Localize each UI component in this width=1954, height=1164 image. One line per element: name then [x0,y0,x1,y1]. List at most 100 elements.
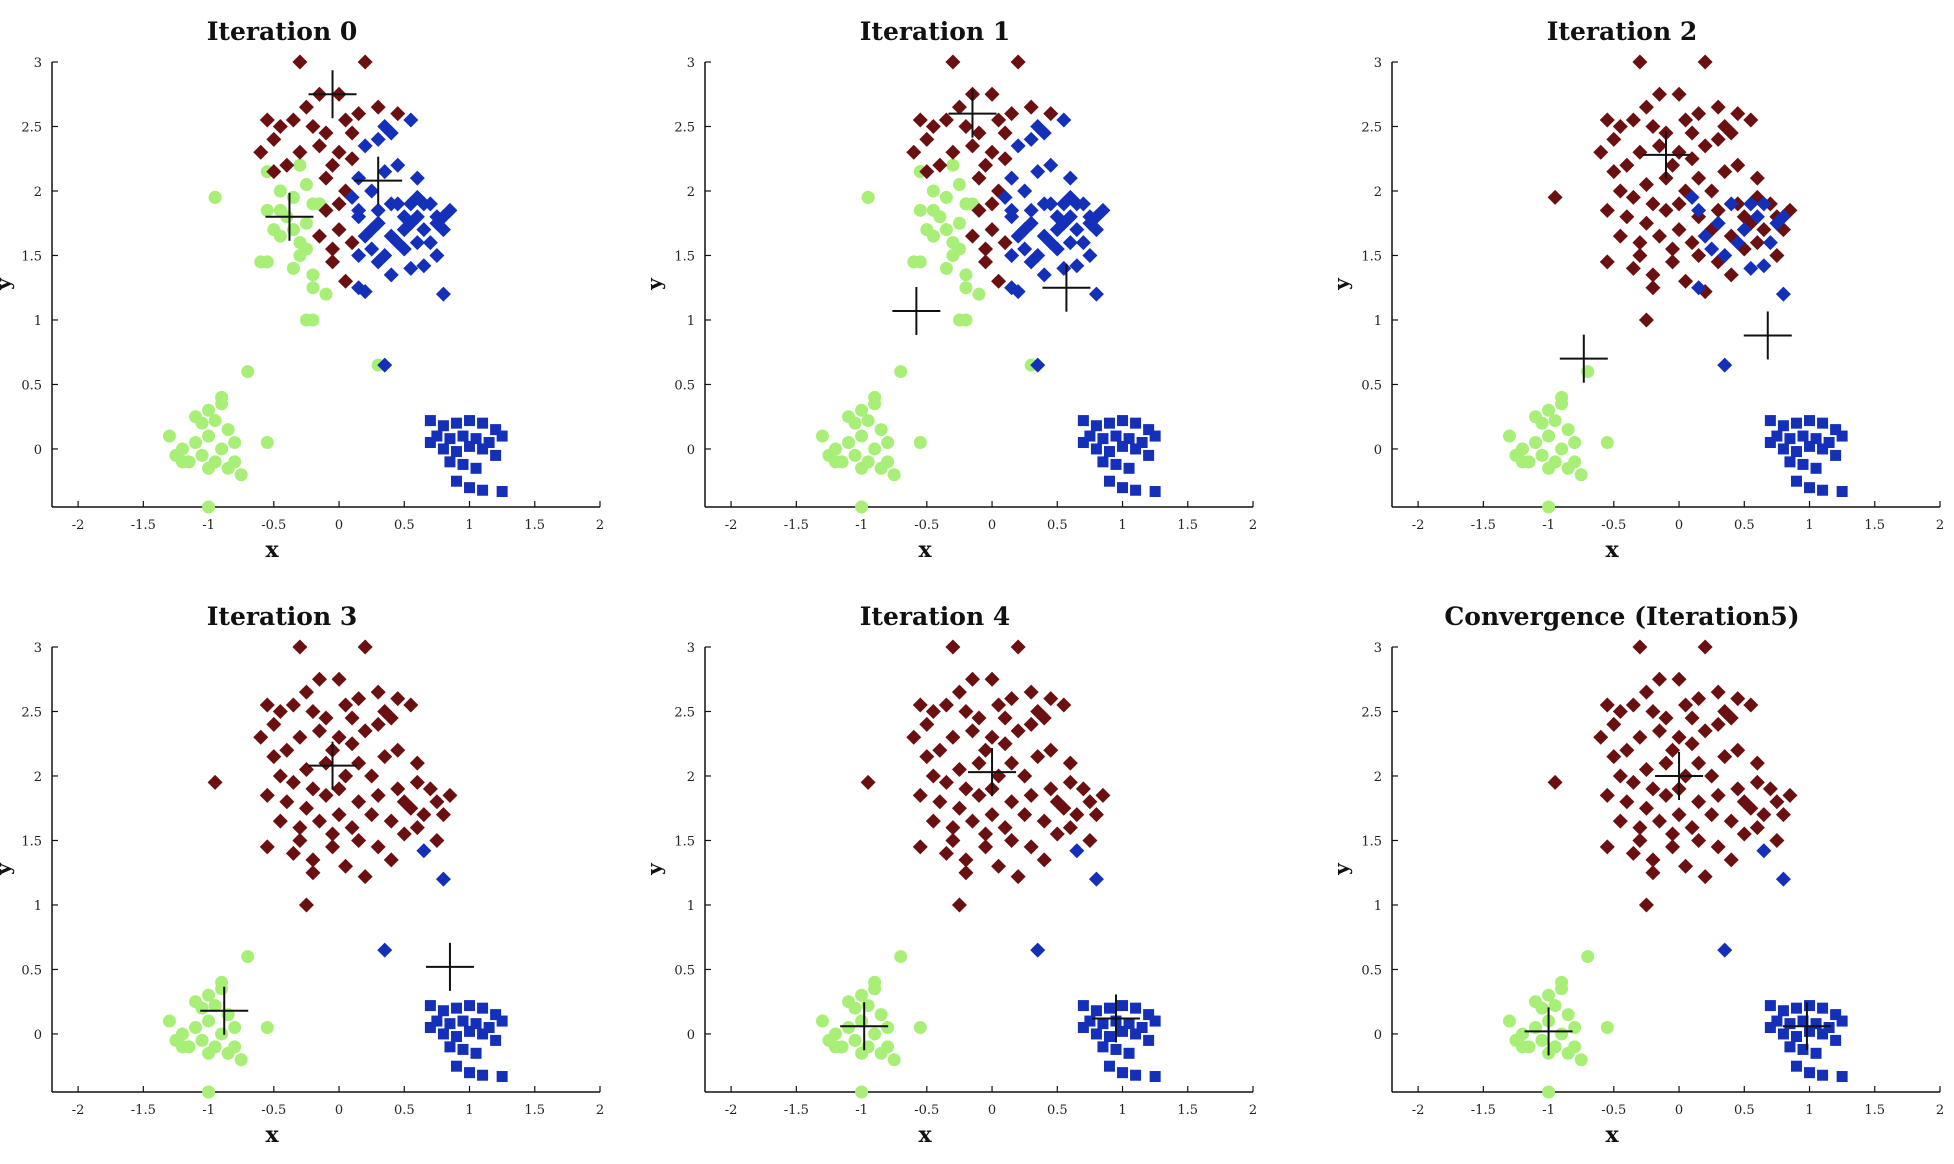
data-point [1762,235,1778,251]
data-point [1043,781,1059,797]
data-point [1749,170,1765,186]
data-point [984,86,1000,102]
data-point [1830,449,1842,461]
data-point [1645,267,1661,283]
data-point [1542,429,1556,443]
data-point [1010,284,1026,300]
data-point [1600,436,1614,450]
data-point [1684,125,1700,141]
x-tick-label: 0.5 [1047,518,1068,533]
data-point [396,826,412,842]
data-point [997,125,1013,141]
data-point [1645,703,1661,719]
data-point [1606,749,1622,765]
data-point [925,118,941,134]
data-point [215,975,229,989]
data-point [1535,1033,1549,1047]
data-point [1730,742,1746,758]
data-point [1632,820,1648,836]
data-point [208,414,222,428]
data-point [189,1021,203,1035]
data-point [338,273,354,289]
data-point [1658,787,1674,803]
data-point [1502,429,1516,443]
data-point [1117,482,1129,494]
data-point [331,807,347,823]
data-point [971,125,987,141]
data-point [1143,1034,1155,1046]
data-point [1010,228,1026,244]
data-point [409,755,425,771]
data-point [293,158,307,172]
data-point [1136,437,1148,449]
data-point [964,813,980,829]
data-point [1782,787,1798,803]
data-point [260,436,274,450]
data-point [311,671,327,687]
data-point [1117,1025,1129,1037]
data-point [1612,228,1628,244]
data-point [311,813,327,829]
data-point [457,430,469,442]
data-point [887,468,901,482]
data-point [1797,1043,1809,1055]
x-axis-label: x [918,1122,932,1148]
data-point [912,839,928,855]
data-point [1717,749,1733,765]
data-point [403,196,419,212]
data-point [1036,196,1052,212]
data-point [1769,832,1785,848]
y-tick-label: 0.5 [21,963,42,978]
data-point [306,281,320,295]
data-point [1004,691,1020,707]
data-point [1599,839,1615,855]
data-point [195,1033,209,1047]
data-point [215,442,229,456]
panels-group: Iteration 0 -2 -1.5 -1 -0.5 0 0.5 1 1.5 2 0 0.5 1 1.5… [0,17,1944,1148]
data-point [926,229,940,243]
data-point [344,235,360,251]
data-point [364,768,380,784]
data-point [1638,99,1654,115]
data-point [1149,1015,1161,1027]
data-point [1804,440,1816,452]
data-point [1697,228,1713,244]
y-tick-label: 0.5 [1361,963,1382,978]
data-point [357,639,373,655]
data-point [357,723,373,739]
data-point [1704,807,1720,823]
x-tick-label: -0.5 [1601,1103,1626,1118]
data-point [285,697,301,713]
data-point [1678,112,1694,128]
data-point [483,437,495,449]
data-point [490,449,502,461]
data-point [331,781,347,797]
data-point [1103,1060,1115,1072]
data-point [971,202,987,218]
data-point [1103,475,1115,487]
data-point [390,106,406,122]
data-point [997,710,1013,726]
data-point [1769,794,1785,810]
data-point [331,729,347,745]
data-point [946,158,960,172]
data-point [457,1043,469,1055]
data-point [435,286,451,302]
data-point [357,869,373,885]
data-point [1784,1018,1796,1030]
data-point [259,787,275,803]
data-point [1077,1022,1089,1034]
data-point [1651,228,1667,244]
data-point [1056,196,1072,212]
data-point [958,865,974,881]
data-point [1017,807,1033,823]
data-point [978,254,994,270]
data-point [1004,170,1020,186]
data-point [1710,684,1726,700]
data-point [959,197,973,211]
data-point [1671,144,1687,160]
data-point [1671,196,1687,212]
data-point [1743,112,1759,128]
data-point [1836,1071,1848,1083]
